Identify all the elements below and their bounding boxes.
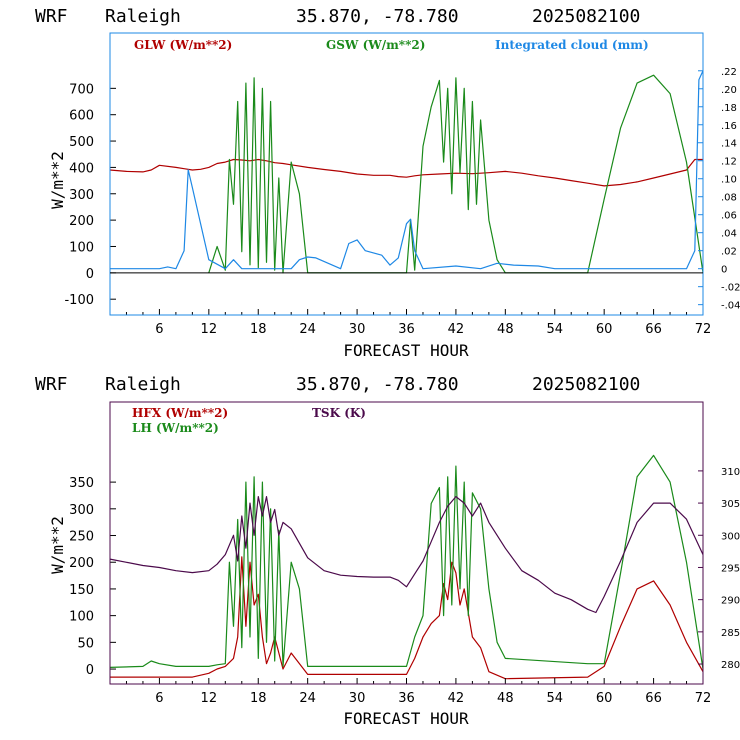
bottom-xtick-label: 42 — [448, 691, 465, 706]
top-y2tick-label: .06 — [721, 211, 737, 222]
top-xtick-label: 6 — [155, 322, 163, 337]
top-xtick-label: 12 — [201, 322, 218, 337]
top-ytick-label: 600 — [69, 109, 94, 124]
bottom-series-group — [109, 454, 704, 680]
top-plot-frame — [109, 32, 704, 316]
bottom-y2tick-label: 305 — [721, 499, 740, 510]
top-ytick-label: 500 — [69, 135, 94, 150]
top-xtick-label: 72 — [695, 322, 712, 337]
top-xtick-label: 30 — [349, 322, 366, 337]
bottom-xtick-label: 72 — [695, 691, 712, 706]
bottom-xtick-label: 48 — [497, 691, 514, 706]
top-ytick-label: -100 — [64, 293, 94, 308]
top-y2tick-label: .10 — [721, 175, 737, 186]
bottom-y2tick-label: 280 — [721, 660, 740, 671]
top-xtick-label: 48 — [497, 322, 514, 337]
top-series-line-1 — [208, 74, 704, 274]
bottom-y-axis-label: W/m**2 — [48, 516, 67, 574]
bottom-series-line-2 — [109, 496, 704, 614]
top-xtick-label: 60 — [596, 322, 613, 337]
top-ytick-label: 0 — [86, 267, 94, 282]
top-series-line-0 — [109, 158, 703, 187]
bottom-xtick-label: 18 — [250, 691, 267, 706]
top-y2tick-label: .20 — [721, 85, 737, 96]
top-ytick-label: 200 — [69, 214, 94, 229]
bottom-y2tick-label: 285 — [721, 628, 740, 639]
bottom-ytick-label: 50 — [77, 636, 94, 651]
top-y2tick-label: .16 — [721, 121, 737, 132]
top-y2tick-label: .18 — [721, 103, 737, 114]
top-series-line-2 — [110, 70, 704, 270]
bottom-plot-frame — [109, 401, 704, 685]
bottom-location-label: Raleigh — [105, 374, 181, 395]
bottom-model-label: WRF — [35, 374, 68, 395]
top-xtick-label: 54 — [546, 322, 563, 337]
bottom-xtick-label: 30 — [349, 691, 366, 706]
top-legend-glw: GLW (W/m**2) — [134, 38, 232, 52]
top-ytick-label: 100 — [69, 240, 94, 255]
top-xtick-label: 24 — [299, 322, 316, 337]
bottom-x-axis-label: FORECAST HOUR — [343, 709, 469, 728]
bottom-ytick-label: 150 — [69, 583, 94, 598]
top-xtick-label: 18 — [250, 322, 267, 337]
bottom-series-line-0 — [110, 556, 704, 680]
bottom-xtick-label: 6 — [155, 691, 163, 706]
bottom-coords-label: 35.870, -78.780 — [296, 374, 459, 395]
top-y2tick-label: .22 — [721, 67, 737, 78]
bottom-tick-group: 350 300 250 200 150 100 50 0 6 12 18 24 30 36 42 48 54 60… — [69, 467, 740, 706]
bottom-xtick-label: 60 — [596, 691, 613, 706]
bottom-xtick-label: 66 — [645, 691, 662, 706]
top-xtick-label: 66 — [645, 322, 662, 337]
bottom-ytick-label: 0 — [86, 663, 94, 678]
top-ytick-label: 700 — [69, 82, 94, 97]
top-xtick-label: 42 — [448, 322, 465, 337]
bottom-ytick-label: 300 — [69, 503, 94, 518]
top-legend-gsw: GSW (W/m**2) — [326, 38, 425, 52]
top-model-label: WRF — [35, 6, 68, 27]
bottom-series-line-1 — [109, 454, 704, 670]
bottom-ytick-label: 100 — [69, 610, 94, 625]
bottom-legend-tsk: TSK (K) — [312, 406, 366, 420]
bottom-init-label: 2025082100 — [532, 374, 640, 395]
bottom-ytick-label: 200 — [69, 556, 94, 571]
top-y2tick-label: .02 — [721, 247, 737, 258]
bottom-xtick-label: 54 — [546, 691, 563, 706]
top-y2tick-label: .08 — [721, 193, 737, 204]
bottom-legend-hfx: HFX (W/m**2) — [132, 406, 228, 420]
top-ytick-label: 400 — [69, 161, 94, 176]
top-y2tick-label: 0 — [721, 265, 727, 276]
top-y-axis-label: W/m**2 — [48, 151, 67, 209]
bottom-y2tick-label: 295 — [721, 563, 740, 574]
bottom-y2tick-label: 300 — [721, 531, 740, 542]
bottom-legend-lh: LH (W/m**2) — [132, 421, 219, 435]
top-y2tick-label: .14 — [721, 139, 737, 150]
bottom-y2tick-label: 310 — [721, 467, 740, 478]
top-y2tick-label: .12 — [721, 157, 737, 168]
top-y2tick-label: -.04 — [721, 301, 740, 312]
bottom-xtick-label: 12 — [201, 691, 218, 706]
bottom-ytick-label: 350 — [69, 476, 94, 491]
bottom-xtick-label: 36 — [398, 691, 415, 706]
top-series-group — [109, 70, 704, 274]
top-x-axis-label: FORECAST HOUR — [343, 341, 469, 360]
top-coords-label: 35.870, -78.780 — [296, 6, 459, 27]
top-y2tick-label: -.02 — [721, 283, 740, 294]
top-y2tick-label: .04 — [721, 229, 737, 240]
top-location-label: Raleigh — [105, 6, 181, 27]
bottom-xtick-label: 24 — [299, 691, 316, 706]
bottom-ytick-label: 250 — [69, 530, 94, 545]
top-chart: WRF Raleigh 35.870, -78.780 2025082100 7… — [35, 6, 740, 360]
bottom-chart: WRF Raleigh 35.870, -78.780 2025082100 3… — [35, 374, 740, 728]
top-init-label: 2025082100 — [532, 6, 640, 27]
top-xtick-label: 36 — [398, 322, 415, 337]
top-legend-cloud: Integrated cloud (mm) — [495, 38, 649, 52]
bottom-y2tick-label: 290 — [721, 596, 740, 607]
top-ytick-label: 300 — [69, 188, 94, 203]
